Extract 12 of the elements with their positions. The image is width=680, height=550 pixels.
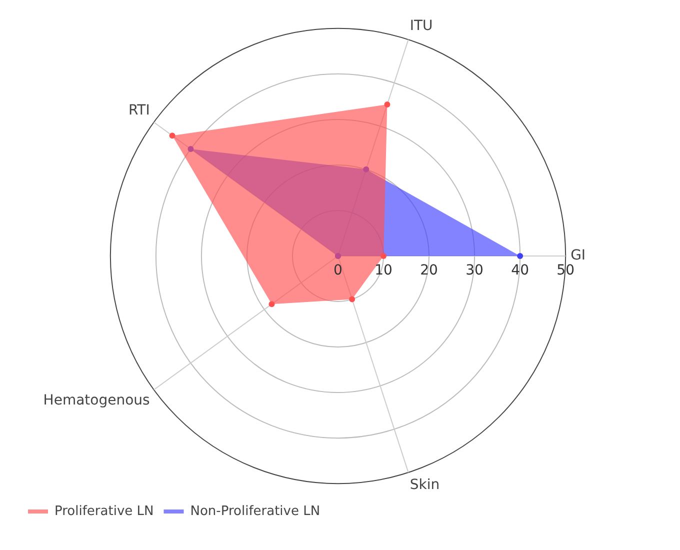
spoke-label: Skin bbox=[410, 477, 440, 494]
y-tick-label: 0 bbox=[334, 262, 342, 279]
spoke-label: GI bbox=[570, 248, 586, 264]
y-tick-label: 20 bbox=[420, 262, 438, 279]
spoke-label: RTI bbox=[128, 102, 150, 119]
legend-label: Proliferative LN bbox=[54, 504, 154, 519]
y-tick-label: 10 bbox=[374, 262, 392, 279]
y-tick-label: 40 bbox=[511, 262, 529, 279]
legend-label: Non-Proliferative LN bbox=[190, 504, 320, 519]
spoke-label: Hematogenous bbox=[43, 392, 150, 409]
y-tick-label: 30 bbox=[466, 262, 484, 279]
spoke-label: ITU bbox=[410, 18, 433, 34]
